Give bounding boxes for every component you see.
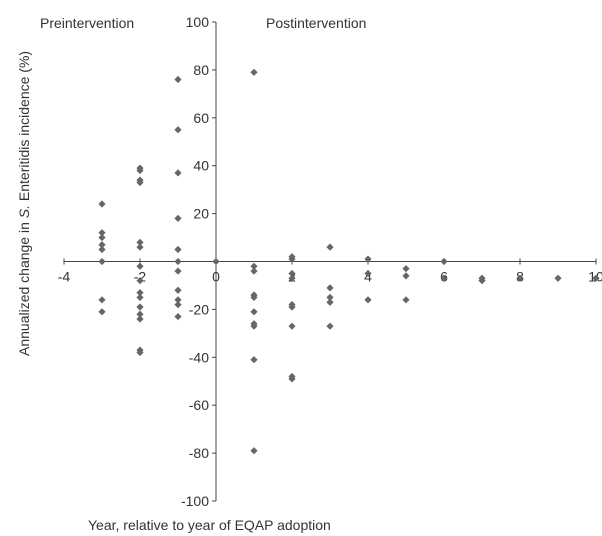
data-point [136,289,144,297]
data-point [174,312,182,321]
data-point [174,296,182,304]
data-point [326,293,334,302]
data-point [136,277,144,285]
data-point [174,267,182,275]
data-point [174,75,182,84]
data-point [554,274,562,282]
data-point [250,447,258,455]
data-point [174,169,182,177]
data-point [250,322,258,330]
data-point [364,255,372,263]
y-axis-label-part-3: Enteritidis incidence (%) [16,51,32,205]
y-axis-label: Annualized change in S. Enteritidis inci… [16,51,32,356]
data-point [364,269,372,278]
data-point [136,310,144,318]
data-point [288,255,296,263]
data-point [402,272,410,280]
data-point [136,166,144,175]
data-point [174,126,182,134]
y-tick-label: 100 [186,14,210,30]
data-point [288,269,296,278]
y-tick-label: 20 [193,206,209,222]
data-point [402,296,410,304]
data-point [364,296,372,304]
data-point [440,274,448,282]
data-point [402,265,410,273]
data-point [592,274,600,282]
x-axis-label: Year, relative to year of EQAP adoption [88,517,331,533]
data-point [326,298,334,306]
y-tick-label: -40 [189,349,209,365]
data-point [250,267,258,275]
data-point [250,262,258,270]
y-tick-label: -100 [181,493,209,509]
data-point [136,315,144,323]
data-point [98,245,106,254]
data-point [136,303,144,311]
data-point [98,308,106,316]
y-axis-label-part-1: Annualized change in [16,218,32,356]
y-tick-label: 80 [193,62,209,78]
data-point [326,284,334,292]
data-point [174,214,182,222]
data-point [288,375,296,383]
axes [64,22,596,501]
data-point [326,243,334,251]
data-point [288,322,296,330]
data-point [478,277,486,285]
y-tick-label: 60 [193,110,209,126]
y-axis-label-species: S. [16,205,32,218]
data-point [440,257,448,266]
data-point [288,274,296,282]
annotation-postintervention: Postintervention [266,15,366,31]
data-points [98,68,600,455]
data-point [136,238,144,246]
labels: Preintervention Postintervention Year, r… [16,15,366,533]
data-point [98,200,106,208]
data-point [250,68,258,76]
y-tick-label: -80 [189,445,209,461]
data-point [136,348,144,357]
y-tick-label: -20 [189,301,209,317]
y-tick-label: -60 [189,397,209,413]
data-point [136,262,144,270]
data-point [212,257,220,266]
data-point [288,303,296,311]
data-point [250,308,258,316]
data-point [98,233,106,242]
data-point [136,178,144,187]
data-point [326,322,334,330]
data-point [98,257,106,266]
data-point [98,229,106,237]
y-tick-label: 40 [193,158,209,174]
data-point [174,245,182,254]
data-point [98,241,106,249]
data-point [516,274,524,282]
data-point [136,243,144,251]
data-point [250,356,258,364]
data-point [174,301,182,309]
data-point [250,293,258,302]
data-point [174,286,182,294]
annotation-preintervention: Preintervention [40,15,134,31]
data-point [98,296,106,304]
data-point [174,257,182,266]
data-point [136,293,144,302]
x-tick-label: 0 [212,269,220,285]
x-tick-label: -4 [58,269,71,285]
